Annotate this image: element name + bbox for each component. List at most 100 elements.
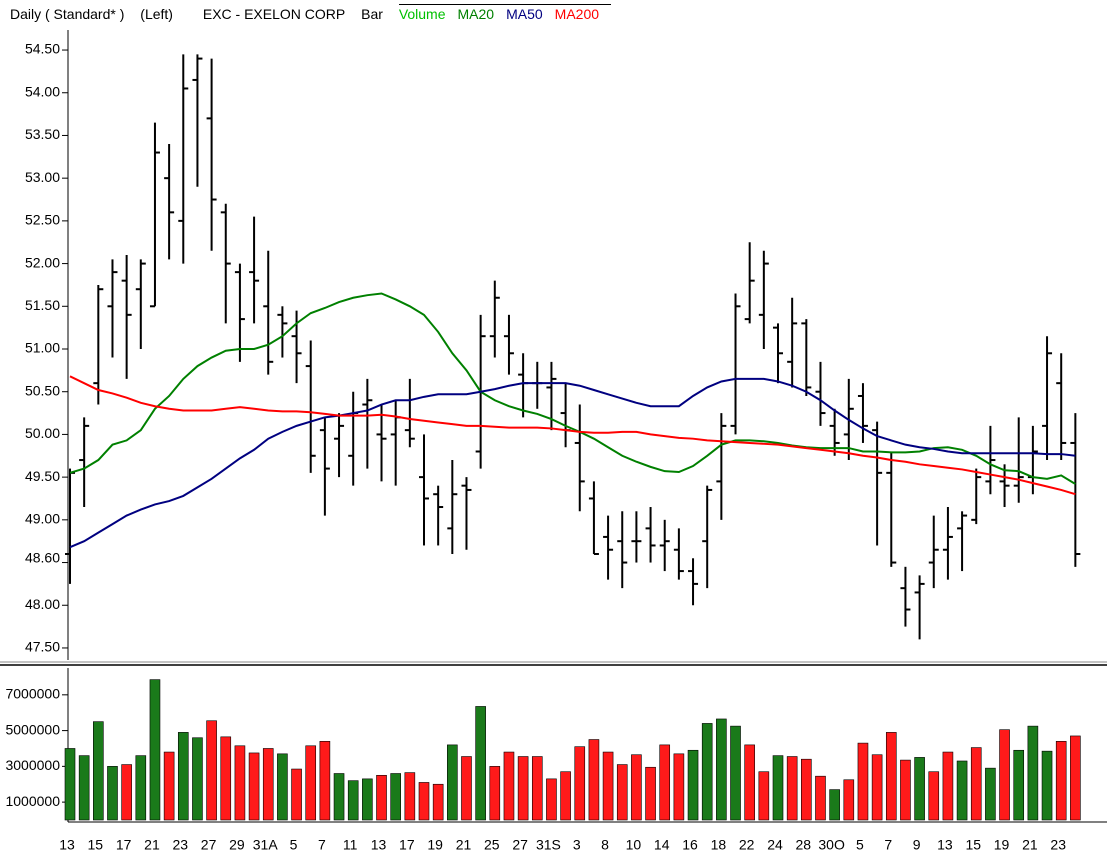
volume-bar (234, 745, 246, 821)
volume-bar (829, 789, 840, 821)
x-tick-label: 21 (456, 837, 472, 853)
y-tick-label: 54.50 (25, 41, 60, 57)
volume-bar (390, 773, 401, 821)
volume-bar (418, 782, 430, 821)
x-tick-label: 25 (484, 837, 500, 853)
volume-bar (78, 755, 90, 821)
volume-bar (333, 773, 345, 821)
volume-bar (616, 764, 628, 821)
volume-bar (645, 766, 656, 821)
volume-bar (914, 757, 925, 821)
volume-bar (956, 760, 968, 821)
volume-bar (857, 742, 869, 821)
volume-bar (970, 747, 982, 821)
x-tick-label: 9 (913, 837, 921, 853)
last-price-bg (20, 552, 62, 566)
volume-bar (744, 744, 755, 821)
volume-bar (1055, 741, 1067, 821)
y-tick-label: 49.00 (25, 511, 60, 527)
volume-bar (815, 775, 826, 821)
x-tick-label: 7 (884, 837, 892, 853)
volume-bar (673, 753, 685, 821)
style: Bar (361, 6, 383, 22)
x-tick-label: 28 (796, 837, 812, 853)
volume-bar (291, 768, 302, 821)
x-tick-label: 15 (88, 837, 104, 853)
y-tick-label: 50.00 (25, 425, 60, 441)
y-tick-label: 49.50 (25, 468, 60, 484)
volume-bar (900, 759, 911, 821)
x-tick-label: 5 (290, 837, 298, 853)
x-tick-label: 31S (536, 837, 561, 853)
y-tick-label: 50.50 (25, 382, 60, 398)
volume-bar (928, 771, 940, 821)
volume-bar (135, 755, 147, 821)
y-tick-label: 48.00 (25, 596, 60, 612)
volume-bar (687, 749, 699, 821)
x-tick-label: 22 (739, 837, 755, 853)
header: Daily ( Standard* ) (Left) EXC - EXELON … (10, 4, 623, 22)
x-tick-label: 15 (965, 837, 981, 853)
legend-entry: MA20 (457, 6, 495, 22)
volume-bar (461, 756, 472, 821)
volume-bar (1027, 725, 1039, 821)
volume-bar (631, 754, 642, 821)
legend-entry: MA50 (506, 6, 543, 22)
y-tick-label: 53.50 (25, 126, 60, 142)
x-tick-label: 21 (1022, 837, 1038, 853)
volume-bar (447, 744, 458, 821)
volume-bar (942, 751, 954, 821)
period: Daily ( Standard* ) (10, 6, 125, 22)
x-tick-label: 17 (399, 837, 415, 853)
volume-bar (362, 778, 373, 821)
y-tick-label: 7000000 (5, 686, 60, 702)
x-tick-label: 3 (573, 837, 581, 853)
volume-bar (93, 721, 104, 821)
volume-bar (871, 754, 883, 821)
x-tick-label: 13 (371, 837, 387, 853)
x-tick-label: 14 (654, 837, 670, 853)
x-tick-label: 24 (767, 837, 783, 853)
y-tick-label: 51.00 (25, 340, 60, 356)
y-tick-label: 51.50 (25, 297, 60, 313)
x-tick-label: 18 (711, 837, 727, 853)
volume-bar (716, 718, 727, 821)
volume-bar (475, 706, 486, 821)
side: (Left) (140, 6, 173, 22)
volume-bar (503, 751, 515, 821)
x-tick-label: 19 (427, 837, 443, 853)
volume-bar (801, 758, 812, 821)
y-tick-label: 54.00 (25, 83, 60, 99)
volume-bar (730, 725, 741, 821)
volume-bar (262, 748, 274, 821)
moving-average (69, 375, 1076, 496)
x-tick-label: 11 (343, 837, 358, 853)
volume-bar (843, 779, 855, 821)
x-tick-label: 19 (994, 837, 1010, 853)
volume-bar (319, 741, 331, 821)
volume-bar (277, 753, 288, 821)
y-tick-label: 52.00 (25, 254, 60, 270)
x-tick-label: 8 (601, 837, 609, 853)
x-tick-label: 10 (626, 837, 642, 853)
volume-bar (1041, 750, 1053, 821)
moving-average (69, 292, 1076, 485)
volume-bar (1070, 735, 1081, 821)
x-tick-label: 31A (253, 837, 279, 853)
x-tick-label: 27 (201, 837, 217, 853)
moving-average (69, 377, 1076, 549)
volume-bar (985, 767, 996, 821)
volume-bar (560, 771, 571, 821)
x-tick-label: 23 (172, 837, 188, 853)
x-tick-label: 17 (116, 837, 132, 853)
volume-bar (432, 783, 444, 821)
volume-bar (64, 748, 76, 821)
legend: Volume MA20 MA50 MA200 (398, 4, 612, 22)
volume-bar (885, 732, 897, 821)
volume-bar (517, 756, 529, 821)
volume-bar (602, 751, 614, 821)
volume-bar (305, 745, 317, 821)
x-tick-label: 13 (59, 837, 75, 853)
